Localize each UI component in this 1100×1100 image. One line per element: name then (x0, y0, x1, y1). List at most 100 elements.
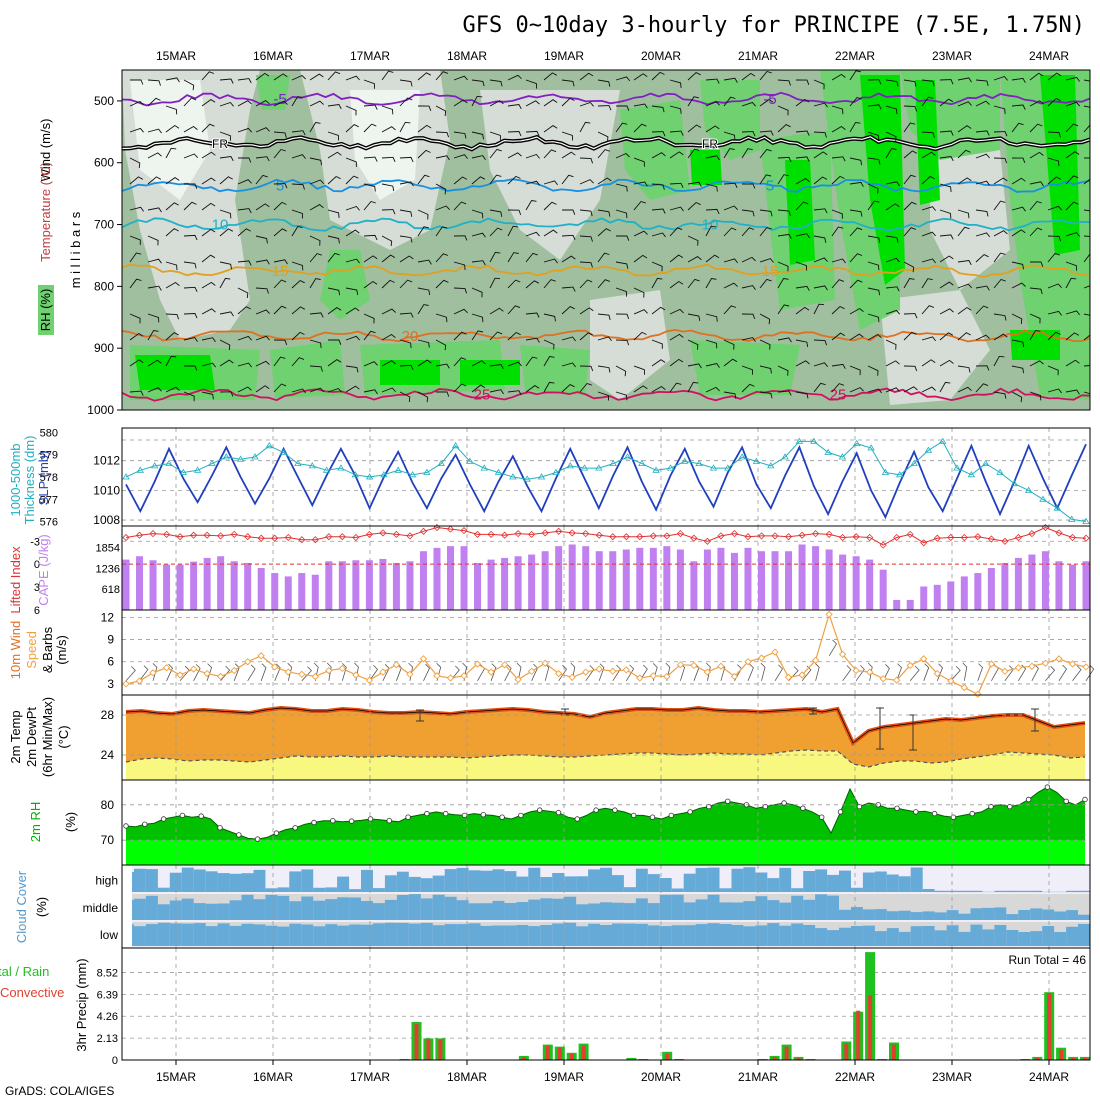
rh2m-marker (499, 814, 505, 820)
wind-barb (616, 235, 630, 241)
lifted-index-label: Lifted Index (8, 546, 23, 614)
wind10-barb (1085, 664, 1095, 682)
cloud-cover-bar (695, 868, 708, 892)
cloud-cover-bar (612, 923, 625, 946)
wind-barb (1029, 227, 1043, 237)
wind-barb (219, 209, 232, 219)
lifted-index-marker (325, 533, 333, 541)
wind-barb (381, 183, 395, 192)
cape-bar (974, 573, 982, 610)
top-date-axis: 15MAR 16MAR 17MAR 18MAR 19MAR 20MAR 21MAR 22MAR… (156, 49, 1069, 63)
rh2m-marker (160, 816, 167, 822)
wind-barb (1011, 339, 1025, 347)
rh2m-marker (819, 814, 825, 820)
lifted-index-marker (365, 530, 373, 538)
thickness-marker (322, 466, 331, 473)
wind-barb (435, 226, 448, 237)
lifted-index-marker (812, 530, 820, 538)
cloud-cover-bar (839, 909, 852, 920)
wind-barb (381, 279, 395, 289)
wind-barb (489, 209, 503, 217)
temp-label-1: 2m Temp (8, 710, 23, 763)
cloud-cover-bar (313, 926, 326, 946)
top-date-label: 23MAR (932, 49, 972, 63)
cape-bar (460, 546, 468, 610)
wind-barb (417, 174, 430, 185)
wind-barb (687, 381, 699, 393)
wind-barb (777, 261, 789, 272)
wind-barb (219, 156, 234, 162)
wind-barb (867, 261, 880, 271)
cloud-cover-bar (277, 887, 290, 892)
cloud-cover-bar (1078, 890, 1091, 893)
wind10-marker (514, 675, 522, 684)
wind-barb (507, 152, 522, 159)
wind-barb (183, 286, 198, 292)
temp-tick-label: 24 (101, 748, 115, 762)
wind-barb (669, 254, 684, 263)
wind-barb (417, 124, 432, 133)
wind10-marker (1082, 663, 1090, 671)
wind-barb (1065, 232, 1081, 237)
wind-barb (651, 232, 666, 238)
thickness-marker (466, 457, 474, 464)
wind-barb (489, 331, 503, 341)
cape-bar (406, 561, 414, 610)
wind-barb (309, 339, 322, 349)
wind-barb (471, 209, 484, 219)
lifted-index-marker (257, 534, 265, 542)
wind-barb (1065, 359, 1080, 367)
contour-label-15: 15 (272, 263, 289, 280)
wind-barb (219, 391, 234, 397)
wind-barb (885, 360, 900, 367)
wind-barb (1065, 277, 1077, 289)
wind-barb (255, 235, 268, 244)
wind-barb (579, 121, 591, 133)
wind-barb (831, 209, 843, 219)
cloud-cover-bar (1066, 926, 1079, 946)
chart-title: GFS 0~10day 3-hourly for PRINCIPE (7.5E,… (462, 13, 1085, 38)
wind-barb (1083, 178, 1090, 185)
cloud-cover-bar (707, 867, 720, 892)
cloud-cover-bar (671, 925, 685, 946)
cloud-cover-bar (695, 899, 708, 920)
wind-barb (885, 339, 897, 350)
cape-bar (149, 560, 157, 610)
cloud-cell-bg (1078, 867, 1091, 892)
lifted-index-marker (609, 533, 617, 541)
wind-barb (705, 208, 720, 215)
wind-barb (903, 150, 918, 159)
wind-barb (453, 287, 468, 294)
cloud-cover-bar (528, 867, 541, 892)
rh2m-marker (330, 818, 336, 824)
cloud-cell-bg (1066, 867, 1079, 892)
pressure-tick-label: 800 (94, 279, 114, 293)
cloud-cover-bar (827, 874, 840, 892)
wind10-marker (338, 664, 346, 673)
cloud-cover-bar (420, 878, 434, 892)
cape-bar (325, 561, 333, 610)
wind-barb (993, 75, 1008, 81)
wind-barb (471, 313, 484, 323)
wind-barb (291, 331, 305, 341)
cloud-cover-bar (241, 923, 254, 946)
dewpoint-line (125, 749, 1086, 768)
thickness-marker (451, 442, 460, 449)
wind-barb (939, 183, 952, 192)
wind-barb (525, 79, 538, 89)
slp-line (125, 443, 1087, 520)
wind-barb (939, 255, 954, 263)
side-labels: Wind (m/s) Temperature (°C) m i l l i b … (0, 119, 89, 1052)
wind-barb (1011, 104, 1026, 110)
wind-barb (543, 99, 558, 107)
contour-25-line (122, 387, 1090, 402)
slp-tick-label: 1012 (93, 454, 120, 468)
contour-label-10: 10 (702, 217, 719, 234)
wind-barb (813, 102, 828, 108)
cape-bar (433, 547, 441, 610)
lifted-index-marker (784, 533, 793, 541)
wind-barb (813, 151, 828, 159)
thickness-marker (666, 464, 675, 471)
cloud-cell-bg (313, 867, 326, 892)
cloud-cover-bar (731, 902, 744, 920)
